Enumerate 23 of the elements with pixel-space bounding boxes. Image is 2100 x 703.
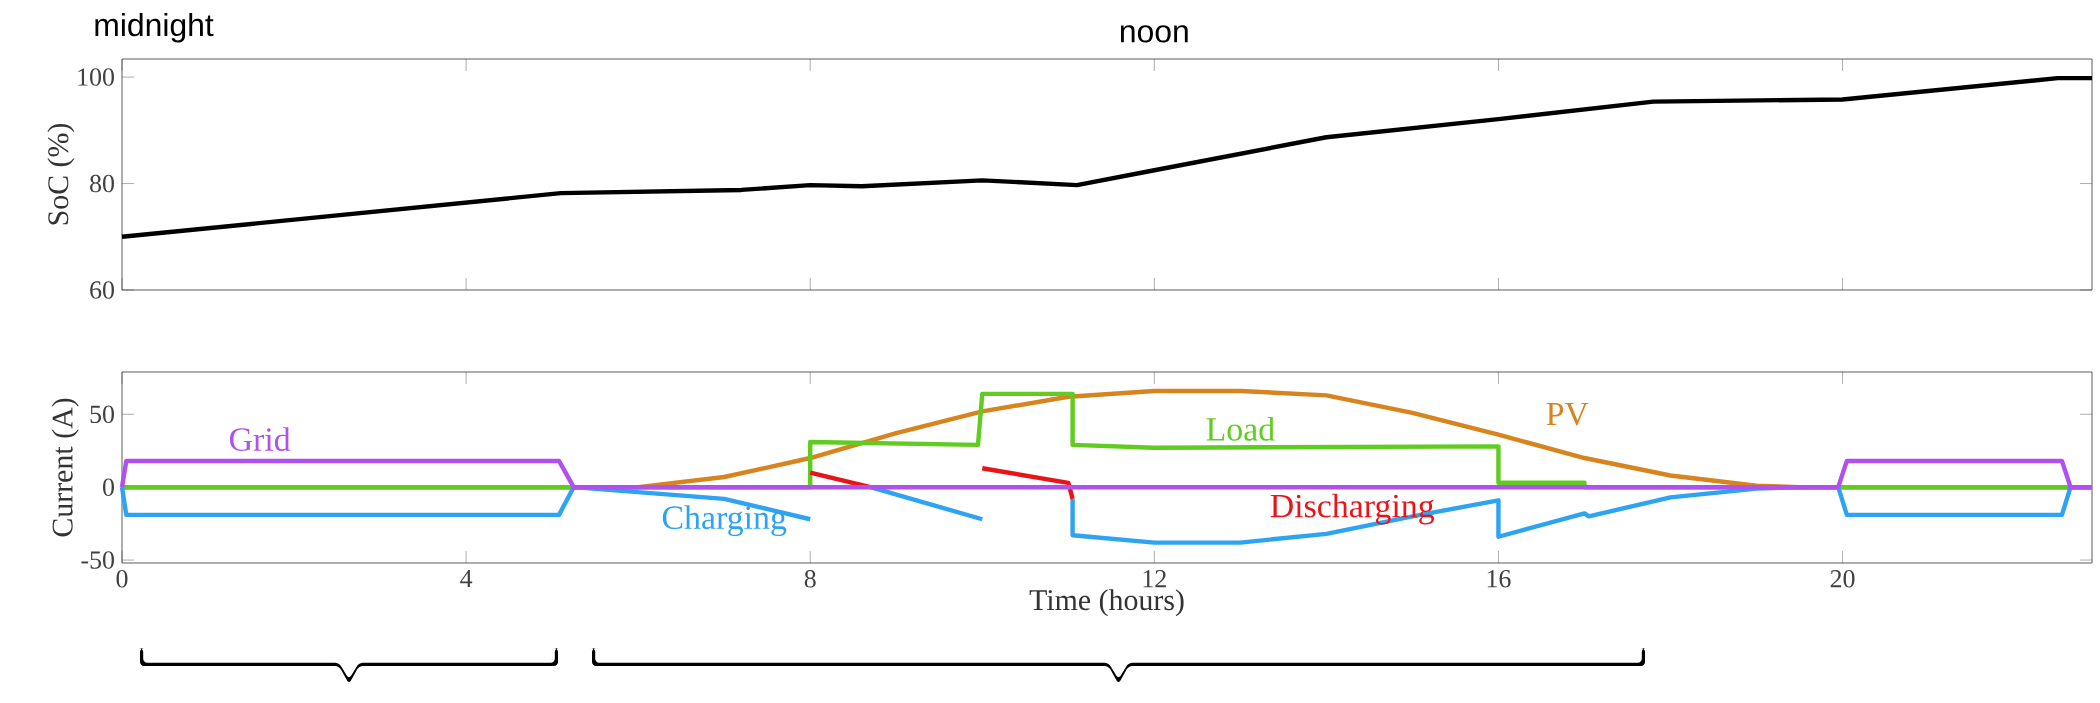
- y-tick-label: 80: [90, 174, 114, 193]
- y-axis-title: Current (A): [51, 398, 79, 537]
- y-tick-label: 0: [103, 478, 114, 496]
- y-tick-label: 100: [78, 68, 114, 86]
- x-tick-label: 20: [1830, 570, 1855, 588]
- x-tick-label: 8: [804, 570, 816, 588]
- series-label: PV: [1546, 402, 1589, 426]
- text: Discharging: [1270, 493, 1435, 525]
- x-tick-label: 12: [1143, 570, 1166, 588]
- y-tick-label: 60: [90, 281, 114, 299]
- x-tick-label: 0: [116, 570, 128, 588]
- text: midnight: [95, 12, 214, 43]
- x-tick-label: 4: [460, 570, 473, 588]
- series-label: Load: [1206, 416, 1275, 441]
- series-label: Grid: [229, 427, 291, 451]
- y-tick-label: 50: [90, 405, 114, 424]
- text: noon: [1120, 25, 1188, 43]
- x-tick-label: 16: [1487, 570, 1511, 588]
- x-axis-title: Time (hours): [1029, 589, 1184, 617]
- y-axis-title: SoC (%): [47, 123, 75, 225]
- line-series: [119, 75, 2095, 239]
- y-tick-label: -50: [81, 551, 114, 569]
- series-label: Charging: [662, 505, 787, 537]
